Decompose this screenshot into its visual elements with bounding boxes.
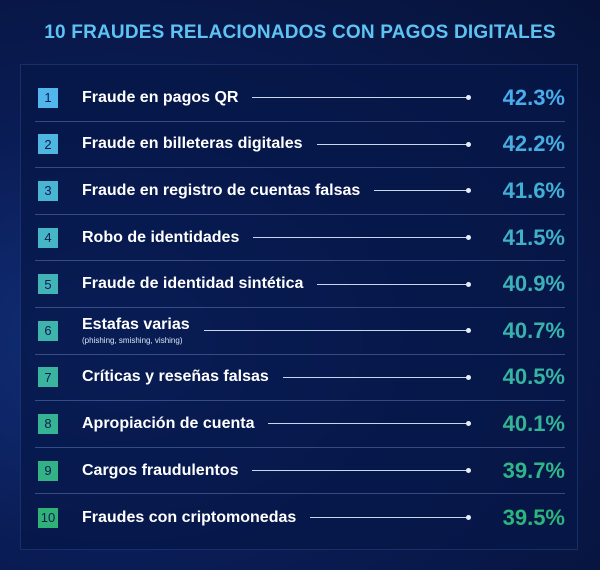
rank-badge: 2 bbox=[38, 134, 58, 155]
rank-badge: 10 bbox=[38, 507, 58, 528]
item-label: Fraude de identidad sintética bbox=[82, 275, 304, 293]
leader-line bbox=[268, 421, 471, 427]
leader-line bbox=[252, 95, 471, 101]
list-row: 7 Críticas y reseñas falsas 40.5% bbox=[35, 355, 565, 402]
list-panel: 1 Fraude en pagos QR 42.3% 2 Fraude en bille… bbox=[20, 64, 578, 550]
rank-badge: 1 bbox=[38, 87, 58, 108]
rank-badge: 6 bbox=[38, 320, 58, 341]
item-sublabel: (phishing, smishing, vishing) bbox=[82, 336, 183, 346]
item-label: Cargos fraudulentos bbox=[82, 461, 239, 479]
list-row: 6 Estafas varias (phishing, smishing, vish… bbox=[35, 308, 565, 355]
item-label: Estafas varias (phishing, smishing, vishi… bbox=[82, 316, 190, 346]
item-label: Fraude en billeteras digitales bbox=[82, 135, 303, 153]
list-row: 1 Fraude en pagos QR 42.3% bbox=[35, 75, 565, 122]
item-label: Robo de identidades bbox=[82, 228, 240, 246]
rank-badge: 3 bbox=[38, 180, 58, 201]
leader-line bbox=[282, 374, 472, 380]
rank-badge: 8 bbox=[38, 413, 58, 434]
rank-badge: 7 bbox=[38, 367, 58, 388]
leader-line bbox=[374, 188, 471, 194]
item-value: 40.1% bbox=[502, 410, 565, 436]
rank-badge: 4 bbox=[38, 227, 58, 248]
item-value: 40.7% bbox=[502, 317, 565, 343]
rank-badge: 5 bbox=[38, 274, 58, 295]
item-label: Fraudes con criptomonedas bbox=[82, 508, 297, 526]
item-label: Críticas y reseñas falsas bbox=[82, 368, 269, 386]
item-label: Fraude en registro de cuentas falsas bbox=[82, 181, 361, 199]
item-value: 39.7% bbox=[502, 457, 565, 483]
leader-line bbox=[310, 515, 471, 521]
item-value: 42.3% bbox=[502, 84, 565, 110]
leader-line bbox=[316, 141, 472, 147]
list-row: 3 Fraude en registro de cuentas falsas 41.… bbox=[35, 168, 565, 215]
item-value: 41.6% bbox=[502, 177, 565, 203]
item-label: Apropiación de cuenta bbox=[82, 414, 255, 432]
list-row: 4 Robo de identidades 41.5% bbox=[35, 215, 565, 262]
item-value: 41.5% bbox=[502, 224, 565, 250]
leader-line bbox=[253, 235, 471, 241]
item-value: 40.5% bbox=[502, 364, 565, 390]
list-row: 2 Fraude en billeteras digitales 42.2% bbox=[35, 122, 565, 169]
item-value: 39.5% bbox=[502, 504, 565, 530]
item-label: Fraude en pagos QR bbox=[82, 88, 239, 106]
rank-badge: 9 bbox=[38, 460, 58, 481]
leader-line bbox=[317, 281, 471, 287]
list-row: 9 Cargos fraudulentos 39.7% bbox=[35, 448, 565, 495]
item-value: 40.9% bbox=[502, 271, 565, 297]
title: 10 FRAUDES RELACIONADOS CON PAGOS DIGITA… bbox=[44, 22, 556, 43]
leader-line bbox=[252, 468, 471, 474]
list-row: 10 Fraudes con criptomonedas 39.5% bbox=[35, 494, 565, 541]
list-row: 5 Fraude de identidad sintética 40.9% bbox=[35, 261, 565, 308]
item-value: 42.2% bbox=[502, 131, 565, 157]
list-row: 8 Apropiación de cuenta 40.1% bbox=[35, 401, 565, 448]
leader-line bbox=[203, 328, 472, 334]
